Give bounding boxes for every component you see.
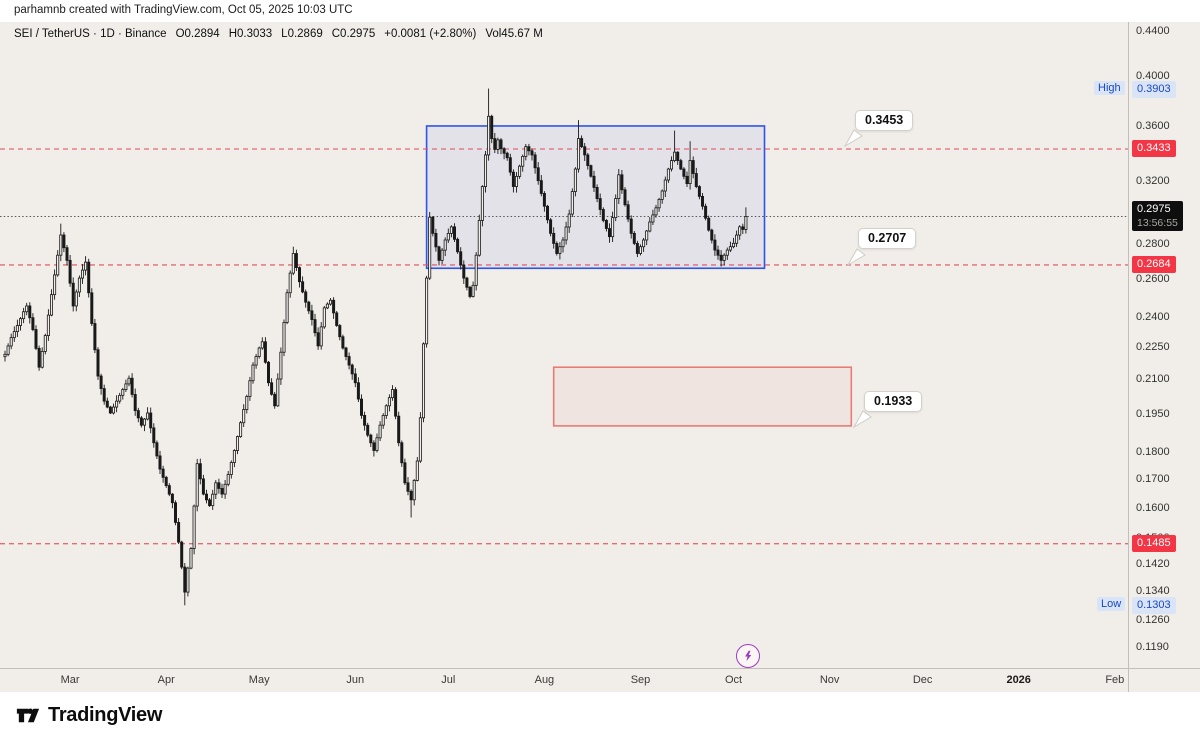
- price-callout[interactable]: 0.1933: [864, 391, 923, 412]
- level-price-label: 0.3433: [1132, 140, 1176, 158]
- low-price-label: 0.1303: [1132, 597, 1176, 615]
- symbol-title[interactable]: SEI / TetherUS · 1D · Binance: [14, 28, 167, 40]
- month-label: Jul: [441, 674, 456, 686]
- last-price-value: 0.2975: [1137, 203, 1171, 216]
- legend-values: O0.2894 H0.3033 L0.2869 C0.2975 +0.0081 (+2.…: [176, 28, 552, 40]
- month-label: 2026: [1006, 674, 1031, 686]
- month-label: Jun: [346, 674, 365, 686]
- high-price-label: 0.3903: [1132, 80, 1176, 98]
- price-tick: 0.1260: [1136, 614, 1170, 627]
- price-tick: 0.2400: [1136, 310, 1170, 323]
- callout-tail: [846, 248, 866, 267]
- month-label: Aug: [534, 674, 555, 686]
- legend-value: Vol45.67 M: [485, 28, 543, 40]
- month-label: Nov: [819, 674, 840, 686]
- time-axis[interactable]: Mar Apr May Jun Jul Aug Sep Oct Nov Dec 2026 Feb: [0, 668, 1200, 693]
- legend-value: O0.2894: [175, 28, 220, 40]
- price-tick: 0.3200: [1136, 175, 1170, 188]
- price-axis[interactable]: 0.44000.40000.36000.34000.32000.30000.28…: [1128, 22, 1200, 692]
- legend-value: H0.3033: [228, 28, 273, 40]
- candlestick-series: [3, 88, 748, 606]
- month-label: Dec: [912, 674, 933, 686]
- price-tick: 0.2250: [1136, 340, 1170, 353]
- price-tick: 0.1950: [1136, 408, 1170, 421]
- lightning-button[interactable]: [736, 644, 760, 668]
- price-tick: 0.1340: [1136, 585, 1170, 598]
- price-tick: 0.1700: [1136, 473, 1170, 486]
- legend-value: L0.2869: [281, 28, 323, 40]
- price-tick: 0.1190: [1136, 641, 1169, 653]
- price-tick: 0.3600: [1136, 119, 1170, 132]
- price-tick: 0.1800: [1136, 446, 1170, 459]
- tradingview-logo-mark-icon: [16, 708, 40, 723]
- price-tick: 0.2600: [1136, 272, 1170, 285]
- price-tick: 0.1600: [1136, 501, 1170, 514]
- price-tick: 0.4000: [1136, 70, 1170, 82]
- footer-bar: TradingView: [0, 692, 1200, 742]
- level-price-label: 0.2684: [1132, 256, 1176, 274]
- zone-target-demand-zone[interactable]: [552, 366, 853, 427]
- price-callout[interactable]: 0.2707: [858, 228, 917, 249]
- bar-countdown: 13:56:55: [1137, 217, 1178, 230]
- month-label: Sep: [630, 674, 651, 686]
- high-tag: High: [1094, 80, 1125, 95]
- plot-svg: [0, 88, 1128, 606]
- callout-tail: [843, 129, 863, 148]
- chart-legend: SEI / TetherUS · 1D · Binance O0.2894 H0.3…: [14, 28, 561, 44]
- level-price-label: 0.1485: [1132, 535, 1176, 553]
- price-tick: 0.2800: [1136, 237, 1170, 250]
- month-label: Apr: [157, 674, 175, 686]
- month-label: Feb: [1105, 674, 1125, 686]
- price-callout[interactable]: 0.3453: [855, 110, 914, 131]
- month-label: Mar: [60, 674, 80, 686]
- creator-bar: parhamnb created with TradingView.com, O…: [0, 0, 1200, 22]
- price-tick: 0.1420: [1136, 557, 1170, 570]
- low-tag: Low: [1097, 597, 1126, 612]
- month-label: May: [248, 674, 270, 686]
- price-tick: 0.4400: [1136, 25, 1170, 38]
- legend-value: +0.0081 (+2.80%): [384, 28, 477, 40]
- chart-canvas[interactable]: [0, 0, 1128, 668]
- creator-text: parhamnb created with TradingView.com, O…: [14, 4, 353, 16]
- last-price-label: 0.2975 13:56:55: [1132, 201, 1183, 232]
- callout-tail: [852, 410, 872, 429]
- lightning-icon: [745, 650, 752, 662]
- tradingview-logo[interactable]: TradingView: [14, 702, 162, 729]
- price-tick: 0.2100: [1136, 373, 1170, 386]
- tradingview-wordmark: TradingView: [48, 704, 163, 726]
- month-label: Oct: [724, 674, 743, 686]
- legend-value: C0.2975: [331, 28, 376, 40]
